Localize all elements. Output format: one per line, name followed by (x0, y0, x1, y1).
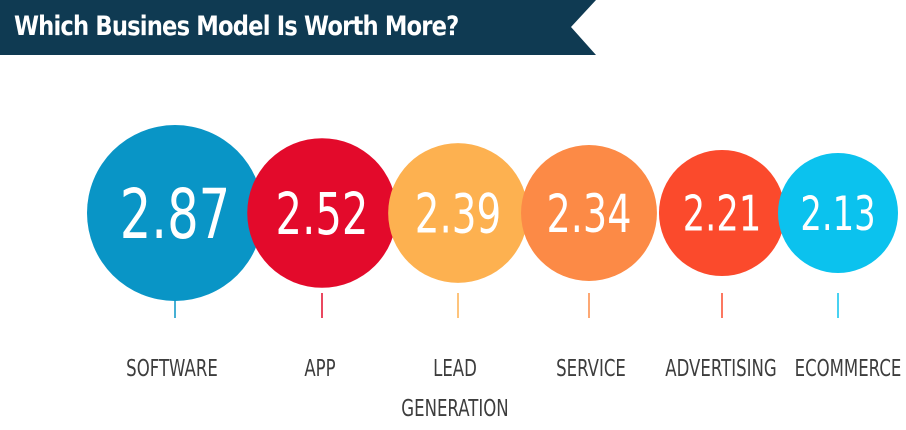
title-banner (0, 0, 596, 55)
banner-shape (0, 0, 596, 55)
bubble (388, 143, 528, 283)
category-label: APP (304, 354, 335, 382)
category-label: SERVICE (556, 354, 626, 382)
bubble (87, 125, 263, 301)
value-label: 2.39 (415, 183, 502, 246)
connector-lines (174, 293, 839, 318)
value-label: 2.34 (547, 183, 632, 245)
bubble (521, 145, 657, 281)
category-label: ADVERTISING (665, 354, 776, 382)
category-labels: SOFTWARE APP LEAD GENERATION SERVICE ADVERTIS… (126, 354, 901, 422)
bubbles (87, 125, 898, 301)
bubble (247, 138, 397, 288)
category-label: SOFTWARE (126, 354, 218, 382)
chart-title: Which Busines Model Is Worth More? (14, 11, 459, 42)
value-label: 2.13 (800, 186, 875, 241)
value-label: 2.87 (120, 175, 231, 255)
value-labels: 2.87 2.52 2.39 2.34 2.21 2.13 (120, 175, 876, 255)
category-label: ECOMMERCE (795, 354, 902, 382)
bubble (778, 153, 898, 273)
bubble (658, 149, 786, 277)
category-label: GENERATION (401, 394, 508, 422)
value-label: 2.21 (683, 186, 762, 243)
value-label: 2.52 (276, 180, 369, 248)
category-label: LEAD (433, 354, 477, 382)
